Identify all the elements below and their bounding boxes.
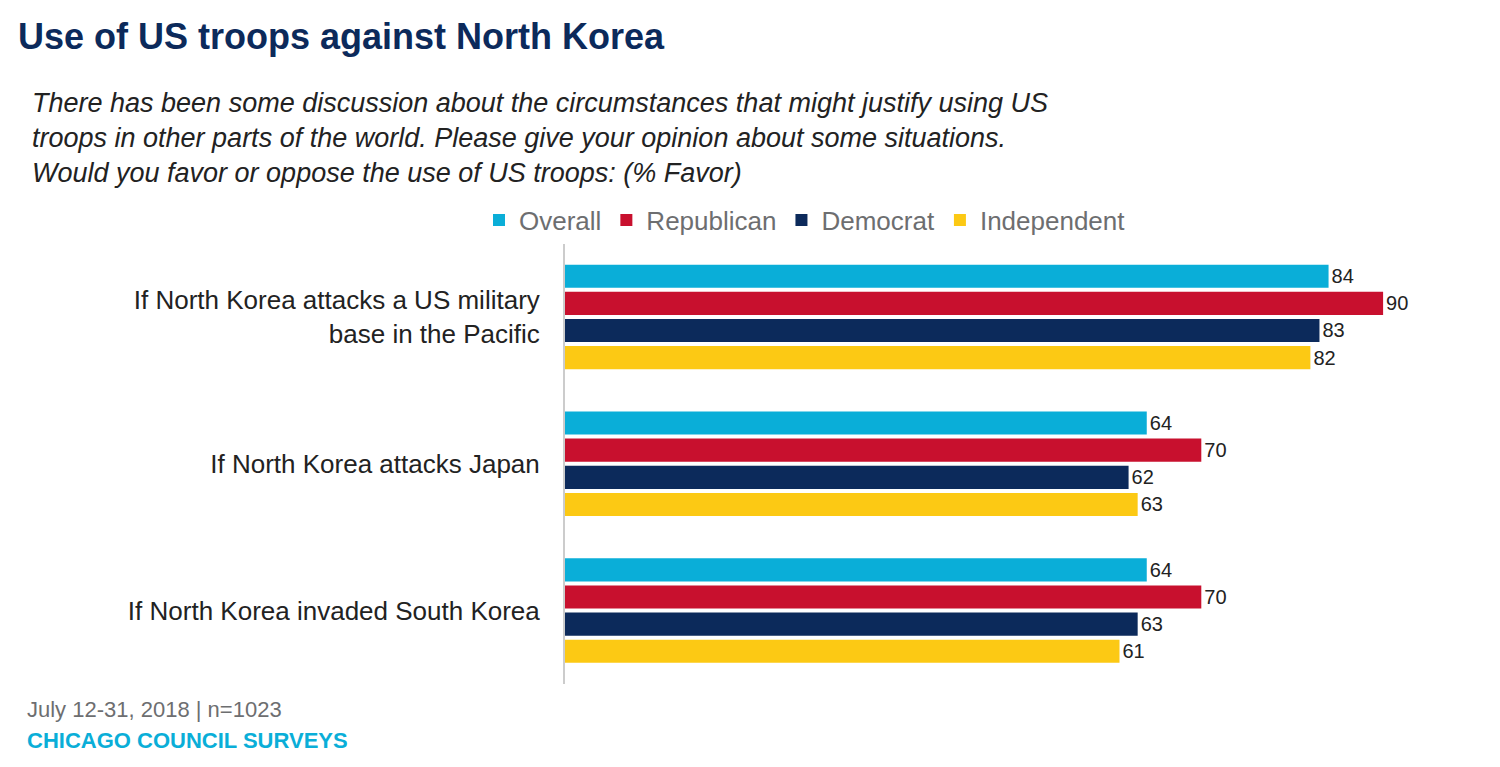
- svg-text:70: 70: [1204, 586, 1226, 608]
- svg-text:Democrat: Democrat: [821, 206, 934, 236]
- svg-text:70: 70: [1204, 439, 1226, 461]
- svg-text:61: 61: [1122, 640, 1144, 662]
- svg-text:64: 64: [1150, 412, 1172, 434]
- svg-text:62: 62: [1132, 466, 1154, 488]
- svg-text:63: 63: [1141, 493, 1163, 515]
- svg-text:90: 90: [1386, 292, 1408, 314]
- svg-text:CHICAGO COUNCIL SURVEYS: CHICAGO COUNCIL SURVEYS: [27, 728, 348, 753]
- svg-text:Independent: Independent: [980, 206, 1125, 236]
- svg-text:If North Korea attacks Japan: If North Korea attacks Japan: [210, 449, 540, 479]
- svg-text:64: 64: [1150, 559, 1172, 581]
- svg-text:If North Korea invaded South K: If North Korea invaded South Korea: [128, 596, 540, 626]
- svg-text:63: 63: [1141, 613, 1163, 635]
- svg-text:Use of US troops against North: Use of US troops against North Korea: [18, 16, 665, 57]
- svg-text:July 12-31, 2018 | n=1023: July 12-31, 2018 | n=1023: [27, 697, 282, 722]
- svg-text:82: 82: [1313, 347, 1335, 369]
- svg-text:Overall: Overall: [519, 206, 601, 236]
- svg-text:84: 84: [1332, 265, 1354, 287]
- svg-text:83: 83: [1322, 319, 1344, 341]
- svg-text:Republican: Republican: [646, 206, 776, 236]
- svg-text:If North Korea attacks a US mi: If North Korea attacks a US militarybase…: [134, 285, 540, 349]
- svg-text:There has been some discussion: There has been some discussion about the…: [32, 88, 1048, 188]
